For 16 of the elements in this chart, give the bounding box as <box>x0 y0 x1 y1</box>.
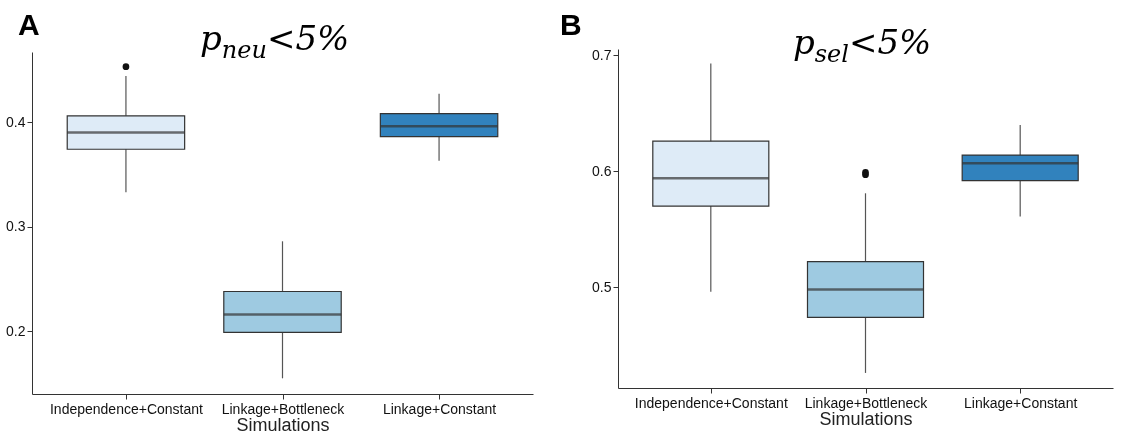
y-tick-label: 0.3 <box>6 218 26 235</box>
x-tick-label: Linkage+Constant <box>382 400 497 417</box>
x-tick-label: Independence+Constant <box>634 394 788 411</box>
x-tick-label: Independence+Constant <box>49 400 204 417</box>
chart-title: p$_{neu}$<5% <box>200 18 350 64</box>
y-tick-label: 0.4 <box>6 113 26 130</box>
x-tick-label: Linkage+Constant <box>964 394 1078 411</box>
y-tick-label: 0.5 <box>592 278 612 295</box>
chart-title: p$_{sel}$<5% <box>793 22 932 68</box>
y-tick-label: 0.2 <box>6 322 26 339</box>
text: B <box>560 8 582 42</box>
x-tick-label: Linkage+Bottleneck <box>221 400 346 417</box>
y-tick-label: 0.7 <box>592 46 612 63</box>
x-tick-label: Linkage+Bottleneck <box>804 394 929 411</box>
text: A <box>18 8 40 42</box>
y-tick-label: 0.6 <box>592 162 612 179</box>
